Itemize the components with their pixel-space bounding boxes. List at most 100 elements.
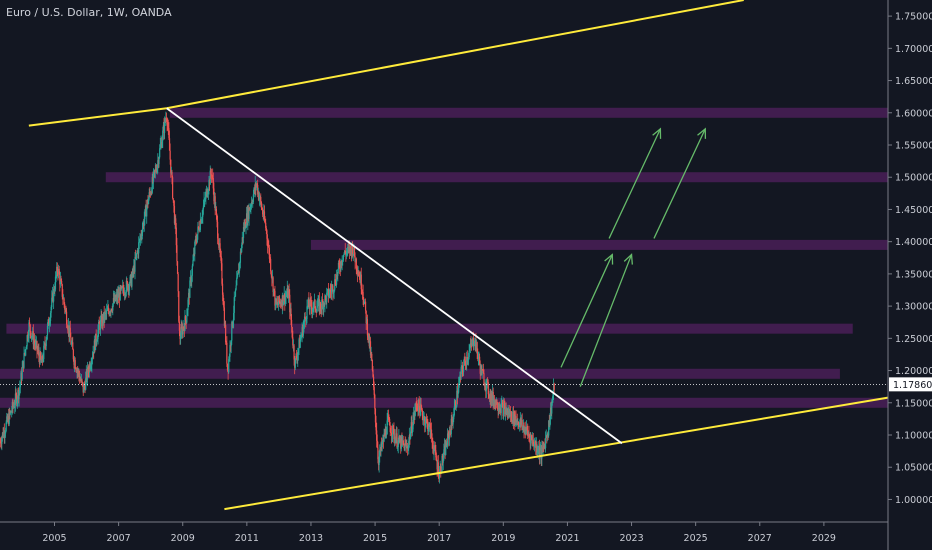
candle-body xyxy=(364,301,366,303)
candle-body xyxy=(11,401,13,412)
candle-body xyxy=(501,402,503,404)
candle-body xyxy=(426,418,428,421)
candle-body xyxy=(384,429,386,436)
candle-body xyxy=(105,312,107,314)
candle-body xyxy=(462,370,464,372)
candle-body xyxy=(515,416,517,422)
candle-body xyxy=(526,427,528,430)
y-tick-label: 1.40000 xyxy=(895,237,932,248)
candle-body xyxy=(15,393,17,395)
candle-body xyxy=(368,333,370,338)
candle-body xyxy=(190,277,192,283)
candle-body xyxy=(218,243,221,248)
candle-body xyxy=(269,258,271,260)
candle-body xyxy=(296,358,298,360)
candle-body xyxy=(548,420,550,427)
candle-body xyxy=(36,341,38,351)
candle-body xyxy=(162,125,164,131)
candle-body xyxy=(533,443,536,448)
candle-body xyxy=(185,320,187,323)
candle-body xyxy=(87,367,89,372)
candle-body xyxy=(347,246,349,252)
candle-body xyxy=(349,246,351,253)
candle-body xyxy=(93,352,95,354)
candle-body xyxy=(380,443,382,452)
candle-body xyxy=(6,416,8,423)
candle-body xyxy=(278,296,280,303)
candle-body xyxy=(56,266,58,276)
candle-body xyxy=(67,325,70,331)
candle-body xyxy=(499,408,502,414)
candle-body xyxy=(29,324,31,332)
candle-body xyxy=(476,342,478,352)
candle-body xyxy=(114,295,116,301)
candle-body xyxy=(445,443,447,455)
candle-body xyxy=(316,307,318,313)
candle-body xyxy=(25,349,27,350)
candle-body xyxy=(107,307,110,312)
candle-body xyxy=(406,446,408,448)
candle-body xyxy=(82,383,84,393)
candle-body xyxy=(443,449,445,458)
candle-body xyxy=(34,343,36,346)
candle-body xyxy=(175,227,177,246)
candle-body xyxy=(264,220,266,223)
candle-body xyxy=(212,178,214,189)
candle-body xyxy=(146,199,148,207)
candle-body xyxy=(430,429,432,438)
candle-body xyxy=(27,335,29,339)
candle-body xyxy=(196,241,198,243)
candle-body xyxy=(514,411,516,425)
candle-body xyxy=(176,261,179,274)
candle-body xyxy=(81,379,83,383)
candle-body xyxy=(106,310,108,311)
candle-body xyxy=(423,416,425,418)
candle-body xyxy=(287,290,290,299)
candle-body xyxy=(59,279,62,285)
candle-body xyxy=(130,274,132,277)
candle-body xyxy=(343,253,345,255)
candle-body xyxy=(495,400,497,405)
candle-body xyxy=(394,436,396,444)
candle-body xyxy=(330,291,332,293)
candle-body xyxy=(346,251,348,253)
candle-body xyxy=(265,222,267,228)
candle-body xyxy=(384,433,386,436)
candle-body xyxy=(118,292,120,298)
candle-body xyxy=(332,285,334,295)
candle-body xyxy=(141,236,143,237)
candle-body xyxy=(122,285,124,291)
candle-body xyxy=(530,435,533,437)
candle-body xyxy=(186,315,188,323)
candle-body xyxy=(217,238,219,245)
candle-body xyxy=(282,301,285,305)
candle-body xyxy=(8,411,10,425)
candle-body xyxy=(433,449,435,453)
candle-body xyxy=(373,386,375,395)
candle-body xyxy=(449,431,451,433)
candle-body xyxy=(395,433,398,440)
candle-body xyxy=(451,418,453,423)
candle-body xyxy=(427,429,430,432)
candle-body xyxy=(254,183,256,192)
candle-body xyxy=(510,412,512,417)
candle-body xyxy=(57,272,59,275)
candle-body xyxy=(309,299,311,310)
candle-body xyxy=(471,344,473,346)
candle-body xyxy=(310,300,312,307)
candle-body xyxy=(522,425,525,427)
candle-body xyxy=(176,245,178,262)
candle-body xyxy=(47,319,49,326)
candle-body xyxy=(519,418,521,423)
candle-body xyxy=(218,244,220,248)
candle-body xyxy=(274,299,277,306)
candle-body xyxy=(119,292,121,301)
candle-body xyxy=(27,335,29,339)
candle-body xyxy=(456,390,459,398)
candle-body xyxy=(472,338,474,341)
candle-body xyxy=(109,312,111,314)
candle-body xyxy=(434,445,436,450)
candle-body xyxy=(538,446,541,457)
candle-body xyxy=(117,293,119,298)
